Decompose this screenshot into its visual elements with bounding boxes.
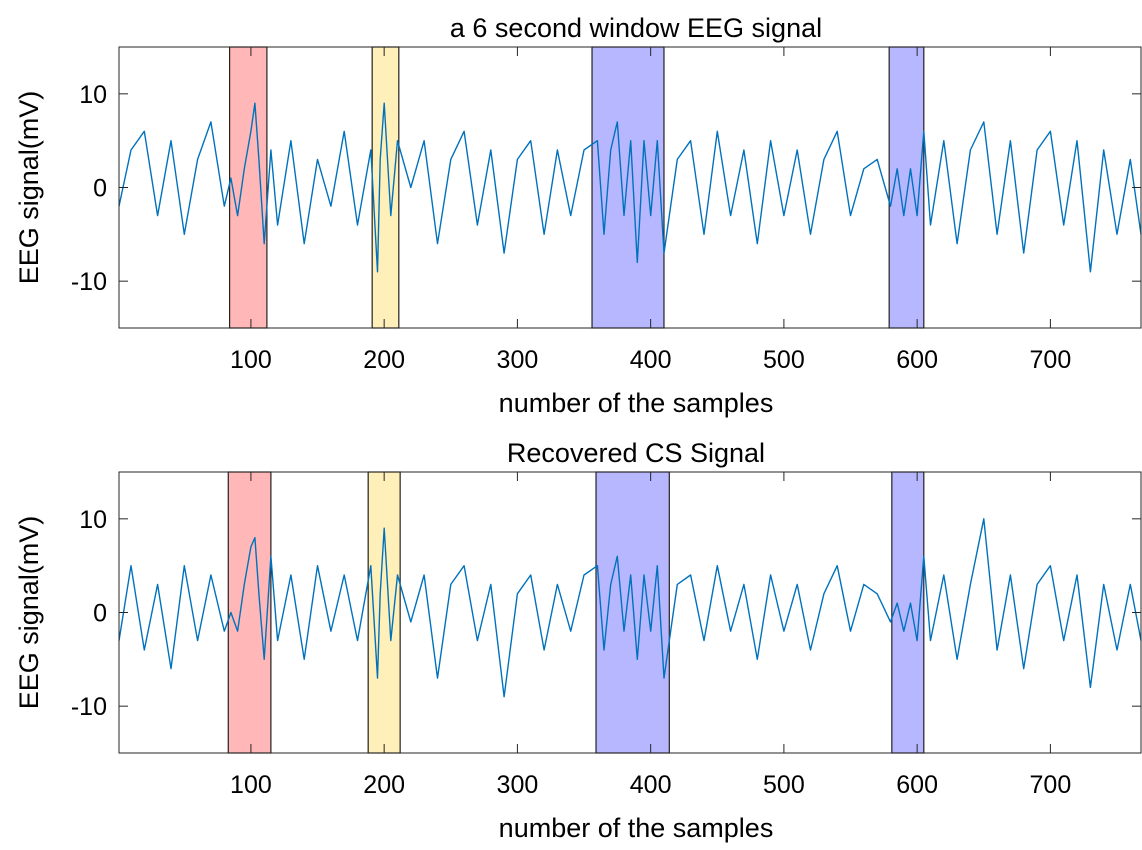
x-axis-label: number of the samples [499,813,774,843]
x-tick-label: 700 [1030,346,1072,374]
highlight-band-4 [888,46,925,329]
x-axis-label: number of the samples [499,388,774,418]
highlight-band-2 [371,46,400,329]
x-tick-label: 100 [230,771,272,799]
highlight-band-1 [227,471,272,754]
y-tick-label: 0 [93,175,107,203]
highlight-band-3 [595,471,670,754]
signal-line [118,518,1142,698]
y-axis-label: EEG signal(mV) [14,516,44,710]
x-tick-label: 700 [1030,771,1072,799]
x-tick-label: 300 [497,346,539,374]
x-tick-label: 200 [363,771,405,799]
x-tick-label: 500 [763,346,805,374]
x-tick-label: 600 [896,771,938,799]
y-axis-label: EEG signal(mV) [14,91,44,285]
x-tick-label: 600 [896,346,938,374]
x-tick-label: 400 [630,346,672,374]
x-tick-label: 400 [630,771,672,799]
y-tick-label: 10 [79,506,107,534]
x-tick-label: 500 [763,771,805,799]
y-tick-label: -10 [71,693,107,721]
y-tick-label: -10 [71,268,107,296]
chart-title: Recovered CS Signal [507,438,765,468]
y-tick-label: 0 [93,600,107,628]
x-tick-label: 100 [230,346,272,374]
x-tick-label: 300 [497,771,539,799]
signal-line [118,102,1142,273]
chart-title: a 6 second window EEG signal [450,13,822,43]
y-tick-label: 10 [79,81,107,109]
x-tick-label: 200 [363,346,405,374]
